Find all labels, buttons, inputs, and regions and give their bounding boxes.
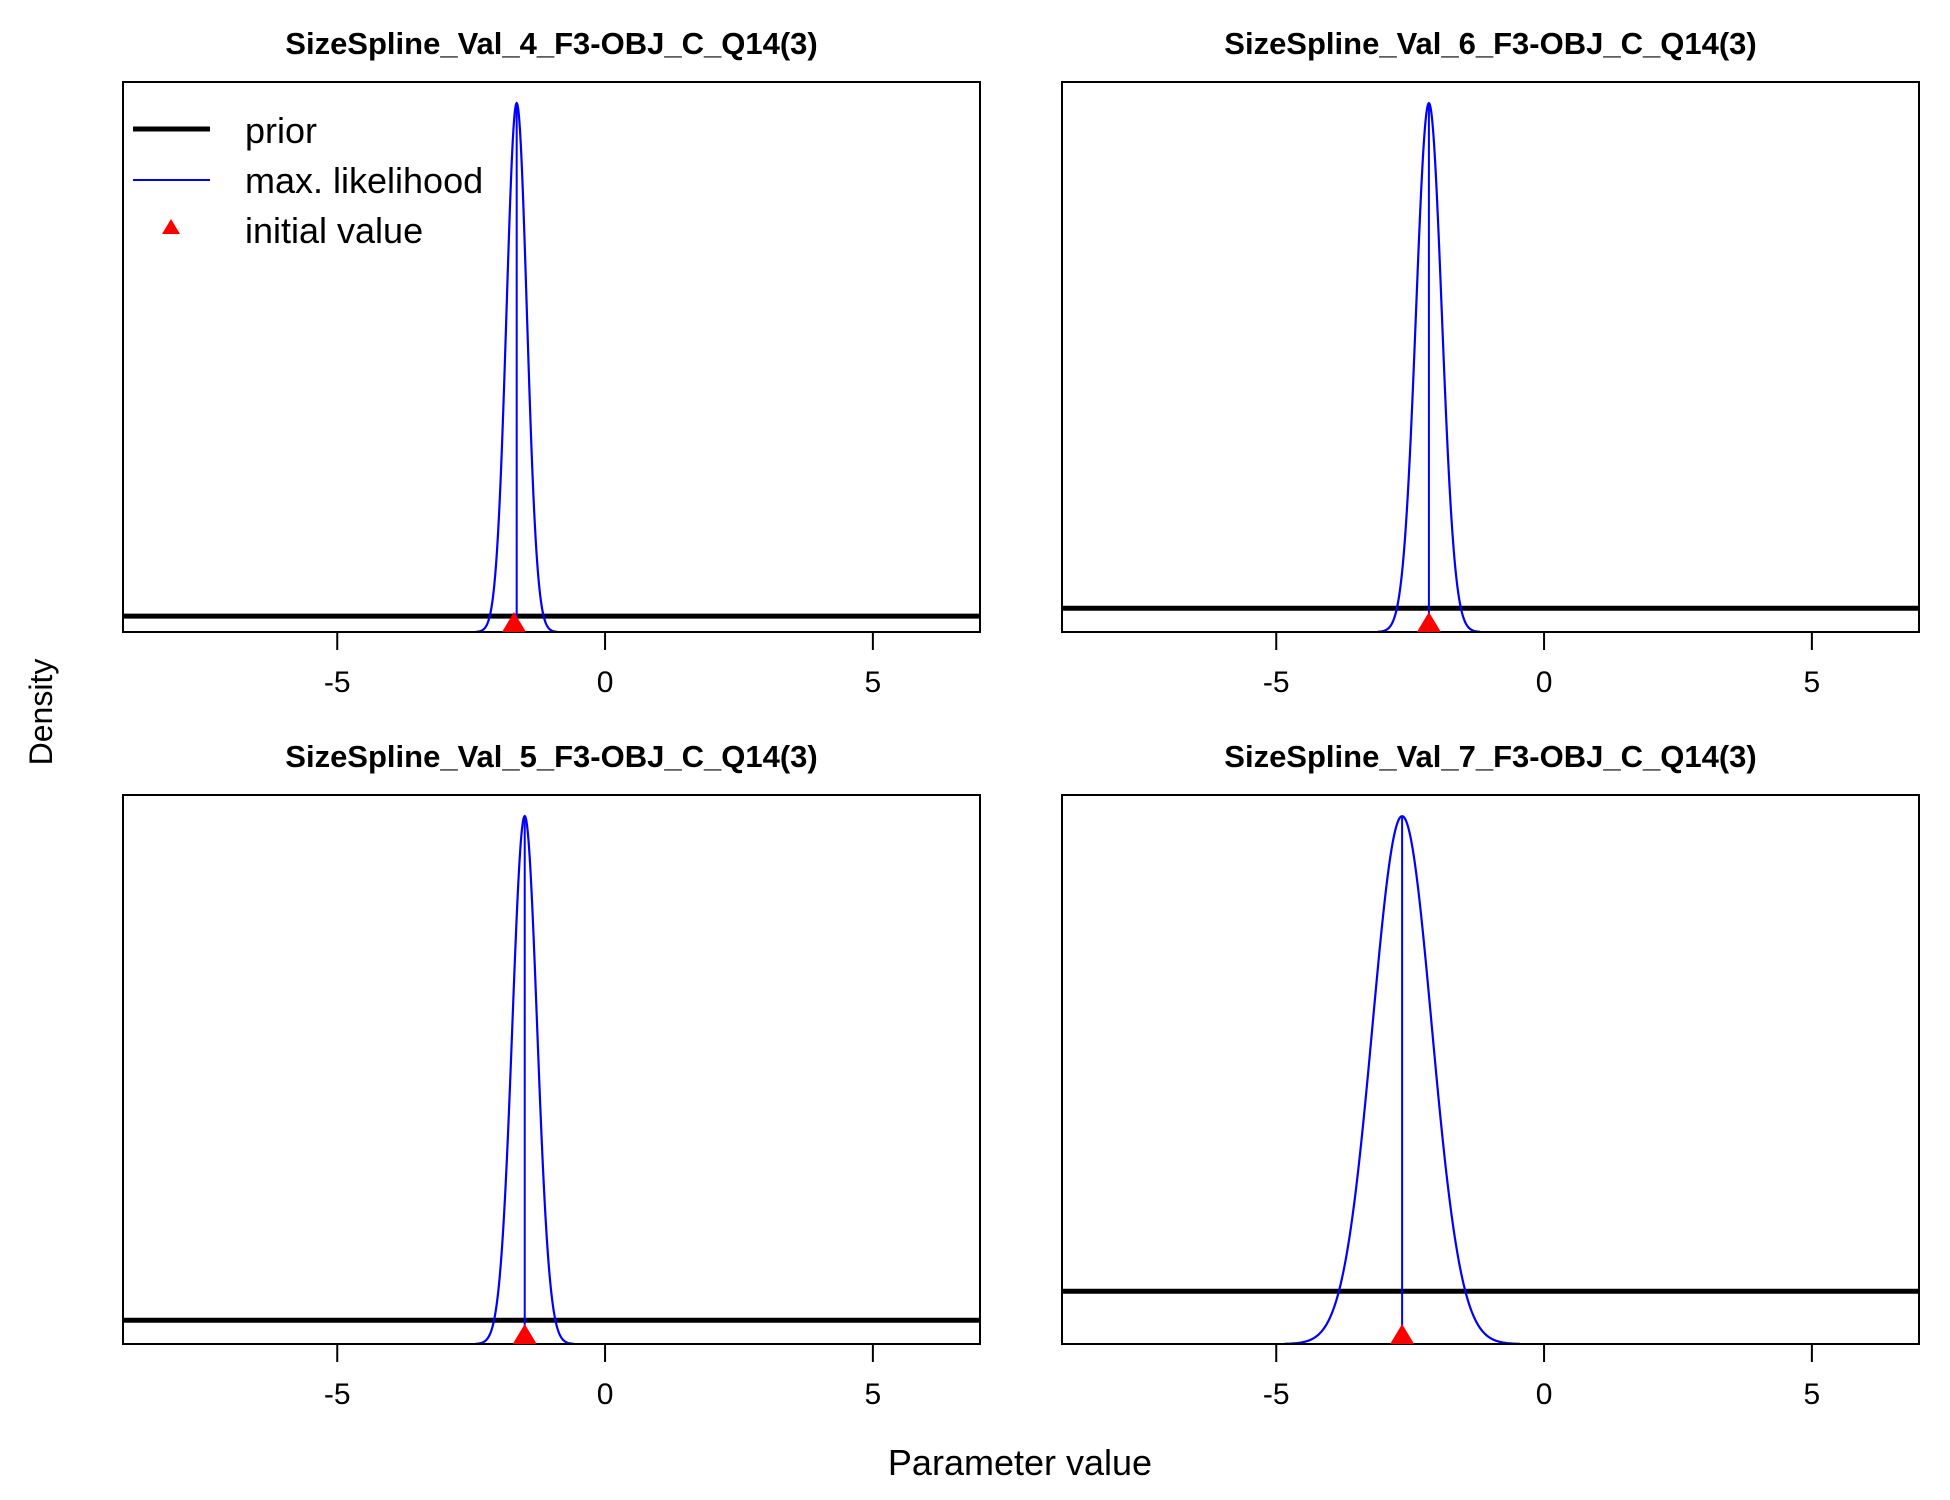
- initial-value-marker: [1416, 612, 1441, 632]
- plot-area: [123, 101, 980, 632]
- panel-3: SizeSpline_Val_5_F3-OBJ_C_Q14(3) -5 0 5: [122, 739, 981, 1411]
- mle-curve: [1377, 101, 1481, 632]
- x-tick-label: 0: [1536, 1378, 1553, 1411]
- panel-frame: [122, 794, 981, 1345]
- panel-title: SizeSpline_Val_7_F3-OBJ_C_Q14(3): [1224, 739, 1756, 774]
- initial-value-marker: [502, 612, 527, 632]
- x-axis-label: Parameter value: [888, 1442, 1152, 1483]
- x-tick-label: 0: [597, 1378, 614, 1411]
- initial-value-marker: [512, 1324, 537, 1344]
- y-axis-label: Density: [23, 659, 59, 766]
- panel-frame: [1061, 81, 1920, 633]
- plot-area: [123, 814, 980, 1344]
- legend-initial-value-marker: [162, 219, 180, 234]
- panel-frame: [1061, 794, 1920, 1345]
- panel-title: SizeSpline_Val_4_F3-OBJ_C_Q14(3): [285, 26, 817, 61]
- panel-title: SizeSpline_Val_5_F3-OBJ_C_Q14(3): [285, 739, 817, 774]
- panel-title: SizeSpline_Val_6_F3-OBJ_C_Q14(3): [1224, 26, 1756, 61]
- x-tick-label: -5: [1263, 1378, 1290, 1411]
- x-tick-label: 5: [865, 666, 882, 699]
- legend: prior max. likelihood initial value: [133, 110, 483, 251]
- panel-2: SizeSpline_Val_6_F3-OBJ_C_Q14(3) -5 0 5: [1061, 26, 1920, 699]
- panels: SizeSpline_Val_4_F3-OBJ_C_Q14(3)-5 0 5Size…: [122, 26, 1920, 1411]
- plot-area: [1062, 814, 1919, 1344]
- mle-curve: [475, 101, 558, 632]
- panel-frame: [122, 81, 981, 633]
- legend-prior-label: prior: [245, 110, 317, 151]
- x-tick-label: -5: [324, 666, 351, 699]
- x-tick-label: 0: [597, 666, 614, 699]
- initial-value-marker: [1390, 1324, 1415, 1344]
- legend-initial-value-label: initial value: [245, 210, 423, 251]
- x-tick-label: -5: [324, 1378, 351, 1411]
- x-tick-label: 5: [1804, 1378, 1821, 1411]
- x-tick-label: 5: [1804, 666, 1821, 699]
- x-tick-label: -5: [1263, 666, 1290, 699]
- legend-mle-label: max. likelihood: [245, 160, 483, 201]
- plot-area: [1062, 101, 1919, 632]
- x-tick-label: 0: [1536, 666, 1553, 699]
- panel-1: SizeSpline_Val_4_F3-OBJ_C_Q14(3) -5 0 5: [122, 26, 981, 699]
- x-tick-label: 5: [865, 1378, 882, 1411]
- panel-4: SizeSpline_Val_7_F3-OBJ_C_Q14(3) -5 0 5: [1061, 739, 1920, 1411]
